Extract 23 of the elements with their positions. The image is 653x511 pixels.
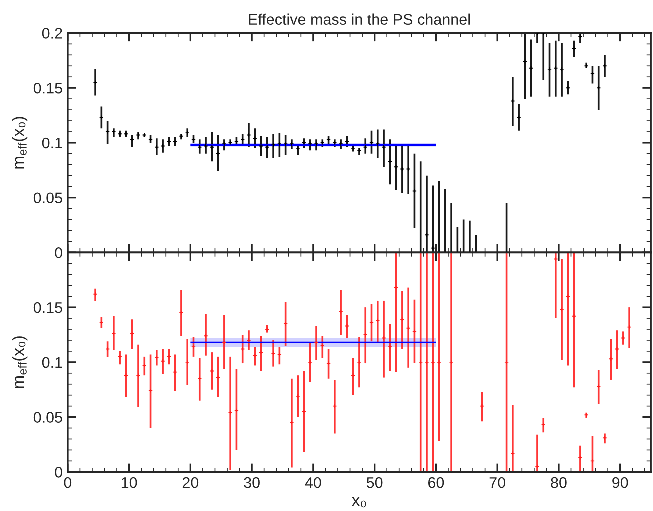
x-tick-label: 90 — [612, 477, 628, 488]
chart-title: Effective mass in the PS channel — [249, 14, 470, 26]
x-tick-label: 20 — [182, 477, 199, 488]
y-tick-label: 0.05 — [34, 412, 62, 423]
x-tick-label: 50 — [366, 477, 383, 488]
y-tick-label: 0.15 — [34, 82, 62, 94]
y-tick-label: 0.2 — [42, 28, 62, 39]
y-tick-label: 0.1 — [42, 138, 62, 149]
y-tick-label: 0.1 — [42, 357, 62, 368]
x-tick-label: 70 — [490, 477, 506, 488]
y-tick-label: 0 — [55, 248, 62, 258]
x-tick-label: 0 — [64, 477, 72, 488]
x-tick-label: 30 — [244, 477, 260, 488]
x-tick-label: 80 — [551, 477, 567, 488]
x-tick-label: 40 — [305, 477, 322, 488]
y-tick-label: 0.15 — [34, 302, 62, 314]
x-axis-title: x₀ — [352, 497, 366, 508]
y-tick-label: 0 — [55, 467, 62, 478]
x-tick-label: 60 — [428, 477, 444, 488]
y-axis-title: m$_{eff}$(x₀) — [12, 336, 28, 388]
y-axis-title: m$_{eff}$(x₀) — [12, 117, 28, 169]
y-tick-label: 0.05 — [34, 192, 62, 204]
x-tick-label: 10 — [122, 477, 138, 488]
